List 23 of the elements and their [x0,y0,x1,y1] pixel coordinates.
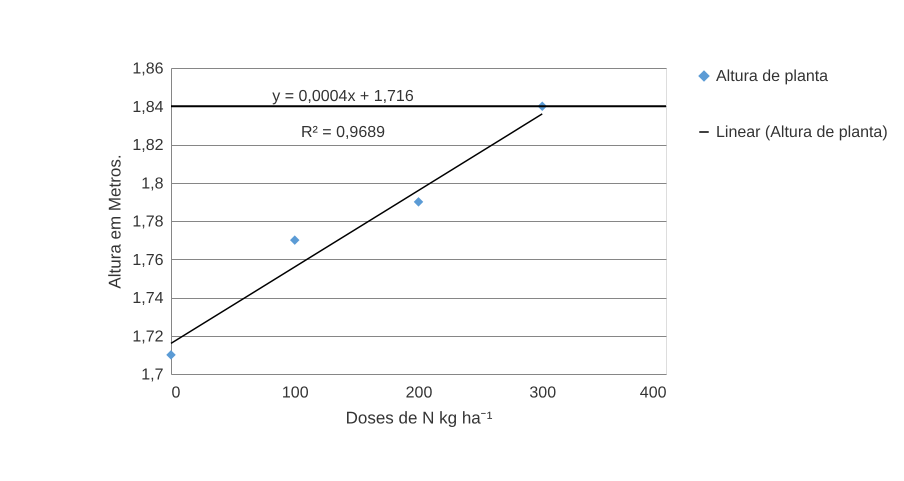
x-axis-title: Doses de N kg ha⁻¹ [346,408,493,428]
x-tick-label: 400 [640,384,667,402]
y-tick-label: 1,7 [141,366,164,384]
x-tick-label: 300 [529,384,556,402]
x-tick-label: 200 [406,384,432,402]
y-axis-title: Altura em Metros. [105,154,124,289]
y-tick-label: 1,82 [132,137,164,154]
y-tick-label: 1,84 [132,98,164,116]
annotation: y = 0,0004x + 1,716 [272,88,414,105]
x-tick-label: 0 [172,384,180,402]
y-tick-label: 1,74 [132,290,164,307]
x-tick-label: 100 [282,384,309,402]
annotation: R² = 0,9689 [300,124,386,141]
legend-label: Linear (Altura de planta) [716,124,888,141]
y-tick-label: 1,72 [132,328,164,346]
y-tick-label: 1,78 [132,214,164,230]
y-tick-label: 1,8 [141,175,164,192]
legend-label: Altura de planta [716,68,828,85]
point [166,350,176,360]
y-tick-label: 1,76 [132,252,164,269]
y-tick-label: 1,86 [132,60,164,78]
point [414,197,424,207]
point [290,235,300,245]
